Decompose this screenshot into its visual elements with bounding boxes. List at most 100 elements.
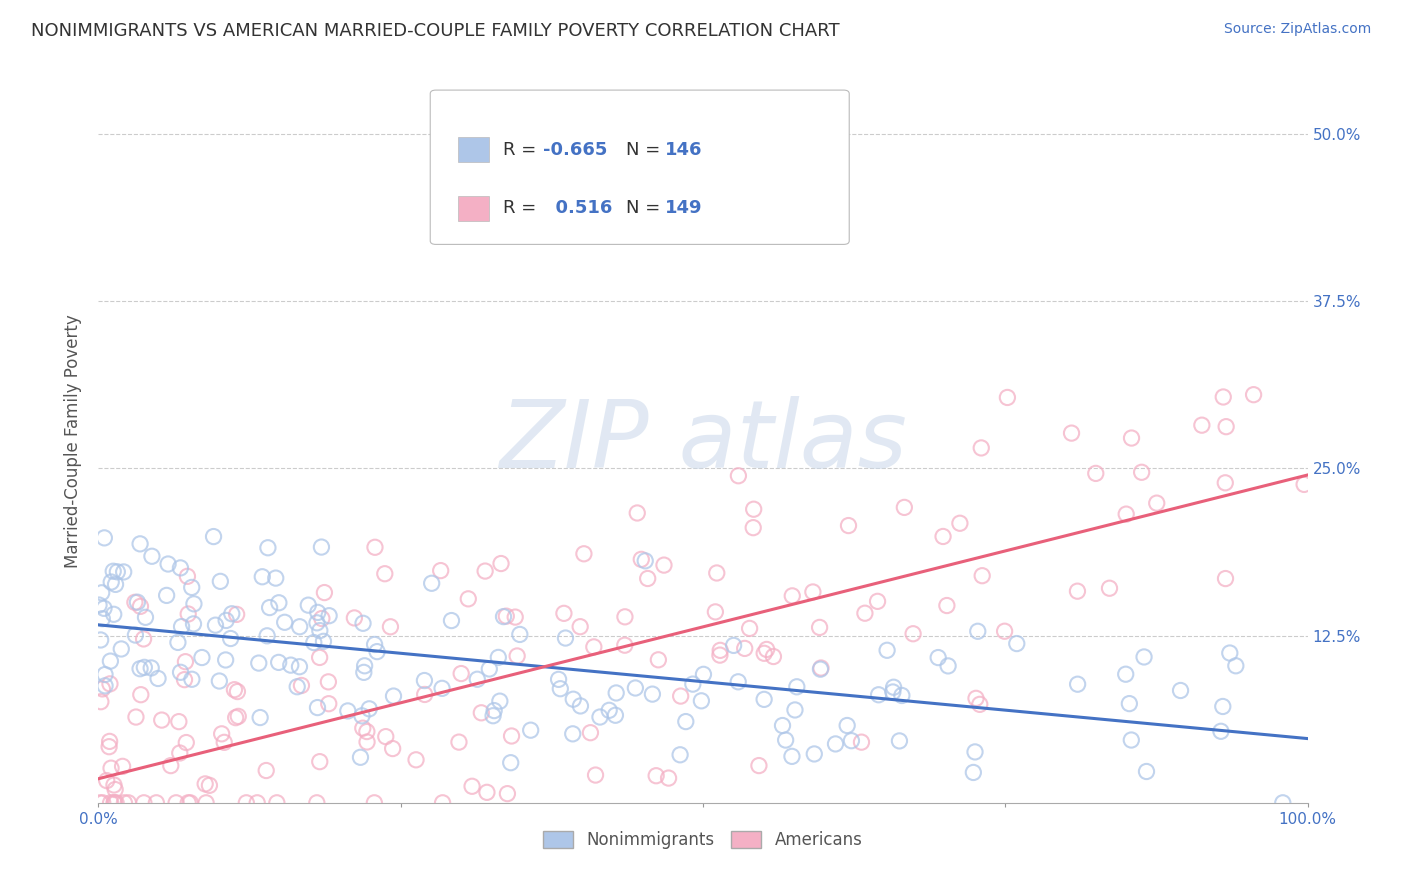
- Point: [314, 585, 336, 599]
- Point: [762, 649, 785, 664]
- Point: [103, 564, 125, 578]
- Point: [302, 635, 325, 649]
- Point: [343, 611, 366, 625]
- Point: [249, 710, 271, 724]
- Point: [675, 714, 697, 729]
- Point: [727, 674, 749, 689]
- Point: [430, 681, 453, 696]
- Point: [824, 737, 846, 751]
- Point: [89, 796, 111, 810]
- Point: [134, 660, 156, 674]
- Point: [519, 723, 541, 738]
- Text: -0.665: -0.665: [543, 141, 607, 159]
- Point: [810, 661, 832, 675]
- Point: [157, 557, 180, 571]
- Point: [132, 632, 155, 646]
- Point: [364, 541, 387, 555]
- Point: [936, 659, 959, 673]
- Point: [305, 796, 328, 810]
- Text: R =: R =: [503, 200, 543, 218]
- Point: [1212, 699, 1234, 714]
- Point: [447, 735, 470, 749]
- Point: [503, 610, 526, 624]
- Point: [841, 733, 863, 747]
- Point: [297, 598, 319, 612]
- Point: [124, 595, 146, 609]
- Point: [1121, 733, 1143, 747]
- Point: [366, 645, 388, 659]
- Point: [748, 758, 770, 772]
- Point: [995, 391, 1018, 405]
- Point: [634, 554, 657, 568]
- Point: [352, 616, 374, 631]
- Point: [547, 673, 569, 687]
- Point: [169, 665, 191, 680]
- Point: [170, 619, 193, 633]
- Point: [429, 564, 451, 578]
- Point: [177, 796, 200, 810]
- Text: 146: 146: [665, 141, 703, 159]
- Point: [112, 796, 135, 810]
- Point: [141, 661, 163, 675]
- Point: [1225, 658, 1247, 673]
- Point: [882, 685, 904, 699]
- Point: [132, 796, 155, 810]
- Point: [103, 796, 125, 810]
- Point: [972, 568, 994, 582]
- Point: [626, 506, 648, 520]
- Point: [637, 572, 659, 586]
- Point: [752, 692, 775, 706]
- Point: [288, 659, 311, 673]
- Point: [100, 654, 122, 668]
- Point: [742, 502, 765, 516]
- Point: [305, 615, 328, 630]
- Point: [285, 680, 308, 694]
- Point: [191, 650, 214, 665]
- Point: [209, 574, 232, 589]
- Point: [359, 702, 381, 716]
- Point: [775, 733, 797, 747]
- Point: [195, 796, 218, 810]
- Point: [1135, 764, 1157, 779]
- Point: [475, 785, 498, 799]
- Point: [486, 650, 509, 665]
- Point: [970, 441, 993, 455]
- Point: [224, 682, 246, 697]
- Point: [786, 680, 808, 694]
- Point: [1215, 419, 1237, 434]
- Point: [876, 643, 898, 657]
- Point: [465, 672, 488, 686]
- Point: [963, 745, 986, 759]
- Point: [810, 662, 832, 676]
- Point: [450, 666, 472, 681]
- Point: [969, 698, 991, 712]
- Point: [780, 589, 803, 603]
- Point: [706, 566, 728, 580]
- Point: [837, 718, 859, 732]
- Point: [318, 697, 340, 711]
- Point: [247, 656, 270, 670]
- Point: [129, 537, 152, 551]
- Point: [266, 796, 288, 810]
- Point: [582, 640, 605, 654]
- Point: [413, 673, 436, 688]
- Point: [478, 662, 501, 676]
- Point: [572, 547, 595, 561]
- Point: [658, 771, 681, 785]
- Point: [264, 571, 287, 585]
- Point: [645, 769, 668, 783]
- Point: [226, 684, 249, 698]
- Point: [356, 735, 378, 749]
- Point: [461, 779, 484, 793]
- Point: [1084, 467, 1107, 481]
- Point: [176, 569, 198, 583]
- Point: [159, 758, 181, 772]
- Point: [180, 581, 202, 595]
- Point: [103, 778, 125, 792]
- Point: [214, 653, 236, 667]
- Point: [129, 662, 152, 676]
- Point: [853, 606, 876, 620]
- Point: [308, 755, 330, 769]
- Point: [105, 565, 128, 579]
- Point: [134, 610, 156, 624]
